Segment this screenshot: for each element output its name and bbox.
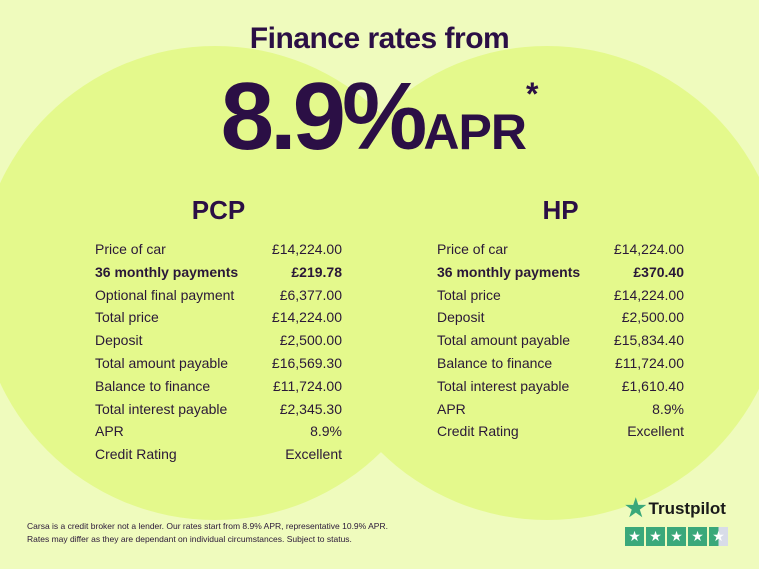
row-value: £370.40 — [633, 263, 684, 280]
row-label: Credit Rating — [95, 446, 177, 463]
row-value: £16,569.30 — [271, 354, 342, 371]
row-label: Total price — [95, 309, 159, 326]
row-label: Credit Rating — [437, 423, 519, 440]
row-value: £2,500.00 — [279, 332, 342, 349]
row-label: Balance to finance — [95, 377, 211, 394]
row-value: £11,724.00 — [272, 377, 342, 394]
table-row: Balance to finance £11,724.00 — [95, 375, 342, 398]
rating-star-icon: ★ — [709, 527, 728, 546]
row-value: £2,345.30 — [279, 400, 342, 417]
headline: Finance rates from — [249, 22, 510, 55]
rating-star-icon: ★ — [646, 527, 665, 546]
row-value: £14,224.00 — [613, 241, 684, 257]
table-row: Credit Rating Excellent — [95, 443, 342, 466]
row-label: Total price — [437, 286, 501, 303]
table-row: Balance to finance £11,724.00 — [437, 352, 684, 375]
row-label: Total interest payable — [95, 400, 228, 417]
row-label: Deposit — [437, 309, 485, 326]
row-value: Excellent — [627, 423, 684, 440]
row-label: APR — [437, 400, 466, 417]
table-row: Total price £14,224.00 — [95, 306, 342, 329]
row-label: Price of car — [437, 241, 508, 257]
row-value: 8.9% — [652, 400, 684, 417]
row-label: Total amount payable — [95, 354, 229, 371]
table-row: Total amount payable £16,569.30 — [95, 352, 342, 375]
row-label: Deposit — [95, 332, 143, 349]
row-label: APR — [95, 423, 124, 440]
rating-star-icon: ★ — [625, 527, 644, 546]
decorative-circle-right — [310, 46, 759, 520]
row-label: Total amount payable — [437, 332, 571, 349]
row-value: £14,224.00 — [613, 286, 684, 303]
row-value: 8.9% — [310, 423, 342, 440]
table-row: Price of car £14,224.00 — [437, 238, 684, 261]
trustpilot-name: Trustpilot — [648, 498, 726, 518]
row-value: £14,224.00 — [271, 309, 342, 326]
table-row: Total interest payable £1,610.40 — [437, 375, 684, 398]
row-value: Excellent — [285, 446, 342, 463]
row-label: Balance to finance — [437, 354, 553, 371]
row-value: £219.78 — [291, 263, 342, 280]
trustpilot-rating: ★ ★ ★ ★ ★ — [625, 527, 728, 546]
disclaimer: Carsa is a credit broker not a lender. O… — [27, 520, 388, 546]
disclaimer-line-2: Rates may differ as they are dependant o… — [27, 534, 352, 544]
asterisk: * — [525, 76, 539, 112]
pcp-table: PCP Price of car £14,224.00 36 monthly paym… — [95, 195, 342, 466]
pcp-title: PCP — [191, 195, 246, 225]
table-row: Total price £14,224.00 — [437, 284, 684, 307]
row-label: Optional final payment — [95, 286, 235, 303]
trustpilot-star-icon: ★ — [625, 495, 647, 522]
row-value: £1,610.40 — [621, 377, 684, 394]
row-label: Price of car — [95, 241, 166, 257]
row-value: £11,724.00 — [614, 354, 684, 371]
table-row: APR 8.9% — [437, 398, 684, 421]
rating-star-icon: ★ — [688, 527, 707, 546]
table-row: Deposit £2,500.00 — [95, 329, 342, 352]
table-row: Deposit £2,500.00 — [437, 306, 684, 329]
table-row: Price of car £14,224.00 — [95, 238, 342, 261]
row-value: £14,224.00 — [271, 241, 342, 257]
trustpilot-badge: ★ Trustpilot ★ ★ ★ ★ ★ — [625, 494, 728, 546]
apr-label: APR — [423, 104, 527, 160]
row-value: £2,500.00 — [621, 309, 684, 326]
disclaimer-line-1: Carsa is a credit broker not a lender. O… — [27, 521, 388, 531]
row-value: £15,834.40 — [613, 332, 684, 349]
row-label: 36 monthly payments — [437, 263, 581, 280]
table-row: Credit Rating Excellent — [437, 420, 684, 443]
row-label: 36 monthly payments — [95, 263, 239, 280]
row-value: £6,377.00 — [279, 286, 342, 303]
table-row: Total interest payable £2,345.30 — [95, 398, 342, 421]
row-label: Total interest payable — [437, 377, 570, 394]
table-row: 36 monthly payments £219.78 — [95, 261, 342, 284]
apr-rate: 8.9%APR* — [0, 62, 759, 172]
rating-star-icon: ★ — [667, 527, 686, 546]
table-row: Optional final payment £6,377.00 — [95, 284, 342, 307]
hp-table: HP Price of car £14,224.00 36 monthly payme… — [437, 195, 684, 443]
rate-value: 8.9% — [220, 63, 428, 170]
table-row: 36 monthly payments £370.40 — [437, 261, 684, 284]
hp-title: HP — [542, 195, 579, 225]
table-row: Total amount payable £15,834.40 — [437, 329, 684, 352]
table-row: APR 8.9% — [95, 420, 342, 443]
